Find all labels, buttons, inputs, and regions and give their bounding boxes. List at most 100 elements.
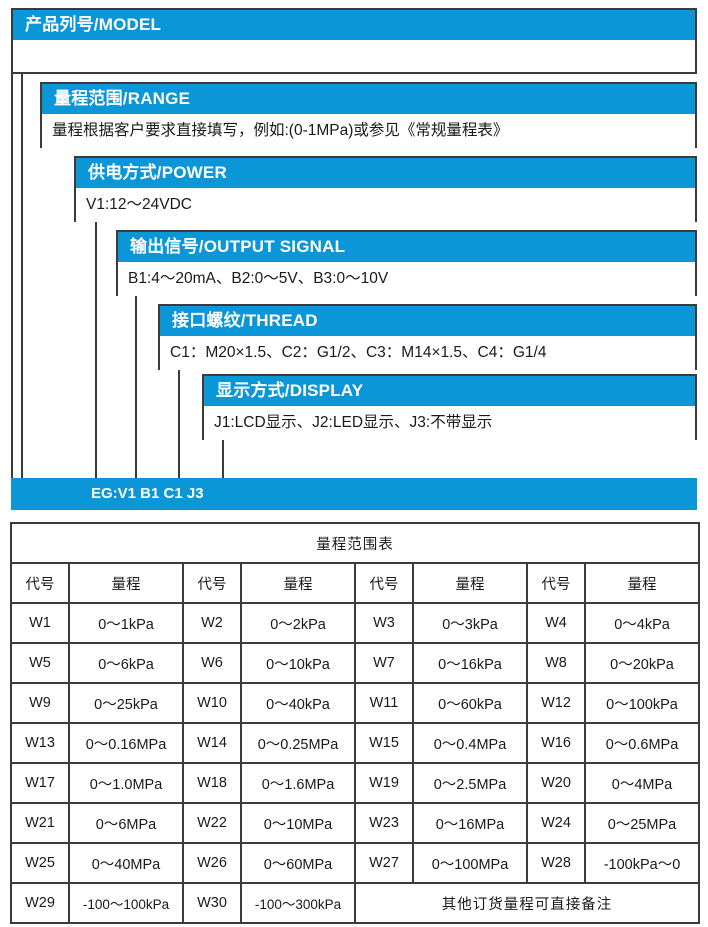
cell-range: 0～16MPa <box>412 802 528 844</box>
spec-block-power: 供电方式/POWER V1:12～24VDC <box>74 156 697 222</box>
table-row: W5 0～6kPa W6 0～10kPa W7 0～16kPa W8 0～20k… <box>10 642 700 684</box>
spec-body-output-signal: B1:4～20mA、B2:0～5V、B3:0～10V <box>118 262 695 296</box>
spec-body-power: V1:12～24VDC <box>76 188 695 222</box>
table-row-last: W29 -100～100kPa W30 -100～300kPa 其他订货量程可直… <box>10 882 700 924</box>
spec-block-thread: 接口螺纹/THREAD C1：M20×1.5、C2：G1/2、C3：M14×1.… <box>158 304 697 370</box>
cell-range: -100～100kPa <box>68 882 184 924</box>
cell-range: 0～20kPa <box>584 642 700 684</box>
column-header-range-2: 量程 <box>240 562 356 604</box>
cell-code: W3 <box>354 602 414 644</box>
spec-block-output-signal: 输出信号/OUTPUT SIGNAL B1:4～20mA、B2:0～5V、B3:… <box>116 230 697 296</box>
cell-code: W23 <box>354 802 414 844</box>
example-code-bar: EG:V1 B1 C1 J3 <box>11 478 697 510</box>
cell-code: W30 <box>182 882 242 924</box>
spec-header-model: 产品列号/MODEL <box>13 10 695 40</box>
column-header-code-4: 代号 <box>526 562 586 604</box>
cell-code: W29 <box>10 882 70 924</box>
cell-code: W19 <box>354 762 414 804</box>
spec-header-power: 供电方式/POWER <box>76 158 695 188</box>
cell-code: W17 <box>10 762 70 804</box>
table-title-row: 量程范围表 <box>10 522 700 564</box>
spec-header-display: 显示方式/DISPLAY <box>204 376 695 406</box>
cell-range: 0～0.6MPa <box>584 722 700 764</box>
cell-code: W5 <box>10 642 70 684</box>
cell-range: 0～100MPa <box>412 842 528 884</box>
cell-code: W8 <box>526 642 586 684</box>
leader-line-4 <box>135 288 137 478</box>
cell-range: 0～40kPa <box>240 682 356 724</box>
table-row: W17 0～1.0MPa W18 0～1.6MPa W19 0～2.5MPa W… <box>10 762 700 804</box>
cell-code: W12 <box>526 682 586 724</box>
cell-code: W22 <box>182 802 242 844</box>
cell-code: W25 <box>10 842 70 884</box>
table-row: W1 0～1kPa W2 0～2kPa W3 0～3kPa W4 0～4kPa <box>10 602 700 644</box>
column-header-code-2: 代号 <box>182 562 242 604</box>
cell-range: 0～25MPa <box>584 802 700 844</box>
cell-code: W10 <box>182 682 242 724</box>
cell-range: 0～6kPa <box>68 642 184 684</box>
spec-block-model: 产品列号/MODEL <box>11 8 697 74</box>
column-header-code-3: 代号 <box>354 562 414 604</box>
spec-block-display: 显示方式/DISPLAY J1:LCD显示、J2:LED显示、J3:不带显示 <box>202 374 697 440</box>
cell-code: W6 <box>182 642 242 684</box>
cell-code: W2 <box>182 602 242 644</box>
column-header-range-4: 量程 <box>584 562 700 604</box>
cell-range: 0～10MPa <box>240 802 356 844</box>
spec-header-thread: 接口螺纹/THREAD <box>160 306 695 336</box>
cell-range: 0～40MPa <box>68 842 184 884</box>
leader-line-1 <box>11 66 13 478</box>
cell-range: 0～16kPa <box>412 642 528 684</box>
column-header-range-1: 量程 <box>68 562 184 604</box>
cell-code: W18 <box>182 762 242 804</box>
table-row: W9 0～25kPa W10 0～40kPa W11 0～60kPa W12 0… <box>10 682 700 724</box>
column-header-range-3: 量程 <box>412 562 528 604</box>
leader-line-5 <box>178 362 180 478</box>
cell-range: 0～3kPa <box>412 602 528 644</box>
cell-code: W13 <box>10 722 70 764</box>
cell-code: W21 <box>10 802 70 844</box>
column-header-code-1: 代号 <box>10 562 70 604</box>
other-ranges-note: 其他订货量程可直接备注 <box>354 882 700 924</box>
leader-line-6 <box>222 436 224 478</box>
cell-range: 0～2kPa <box>240 602 356 644</box>
leader-line-2 <box>21 66 23 478</box>
cell-range: 0～0.4MPa <box>412 722 528 764</box>
cell-code: W26 <box>182 842 242 884</box>
cell-range: 0～1kPa <box>68 602 184 644</box>
model-code-diagram: 产品列号/MODEL 量程范围/RANGE 量程根据客户要求直接填写，例如:(0… <box>11 8 697 510</box>
spec-body-range: 量程根据客户要求直接填写，例如:(0-1MPa)或参见《常规量程表》 <box>42 114 695 148</box>
spec-body-thread: C1：M20×1.5、C2：G1/2、C3：M14×1.5、C4：G1/4 <box>160 336 695 370</box>
cell-range: 0～60kPa <box>412 682 528 724</box>
cell-range: 0～6MPa <box>68 802 184 844</box>
range-table: 量程范围表 代号 量程 代号 量程 代号 量程 代号 量程 W1 0～1kPa … <box>10 522 700 924</box>
cell-range: 0～100kPa <box>584 682 700 724</box>
table-row: W25 0～40MPa W26 0～60MPa W27 0～100MPa W28… <box>10 842 700 884</box>
cell-range: -100kPa～0 <box>584 842 700 884</box>
table-header-row: 代号 量程 代号 量程 代号 量程 代号 量程 <box>10 562 700 604</box>
cell-code: W14 <box>182 722 242 764</box>
cell-range: 0～4MPa <box>584 762 700 804</box>
cell-code: W9 <box>10 682 70 724</box>
cell-code: W27 <box>354 842 414 884</box>
table-row: W21 0～6MPa W22 0～10MPa W23 0～16MPa W24 0… <box>10 802 700 844</box>
cell-code: W28 <box>526 842 586 884</box>
spec-header-range: 量程范围/RANGE <box>42 84 695 114</box>
range-table-title: 量程范围表 <box>10 522 700 564</box>
cell-range: 0～1.6MPa <box>240 762 356 804</box>
cell-range: -100～300kPa <box>240 882 356 924</box>
spec-body-model <box>13 40 695 72</box>
cell-code: W7 <box>354 642 414 684</box>
spec-header-output-signal: 输出信号/OUTPUT SIGNAL <box>118 232 695 262</box>
cell-code: W4 <box>526 602 586 644</box>
cell-range: 0～60MPa <box>240 842 356 884</box>
range-table-container: 量程范围表 代号 量程 代号 量程 代号 量程 代号 量程 W1 0～1kPa … <box>10 522 700 924</box>
cell-range: 0～0.25MPa <box>240 722 356 764</box>
spec-block-range: 量程范围/RANGE 量程根据客户要求直接填写，例如:(0-1MPa)或参见《常… <box>40 82 697 148</box>
cell-code: W20 <box>526 762 586 804</box>
spec-body-display: J1:LCD显示、J2:LED显示、J3:不带显示 <box>204 406 695 440</box>
cell-code: W16 <box>526 722 586 764</box>
cell-range: 0～10kPa <box>240 642 356 684</box>
cell-range: 0～1.0MPa <box>68 762 184 804</box>
cell-code: W24 <box>526 802 586 844</box>
cell-range: 0～0.16MPa <box>68 722 184 764</box>
